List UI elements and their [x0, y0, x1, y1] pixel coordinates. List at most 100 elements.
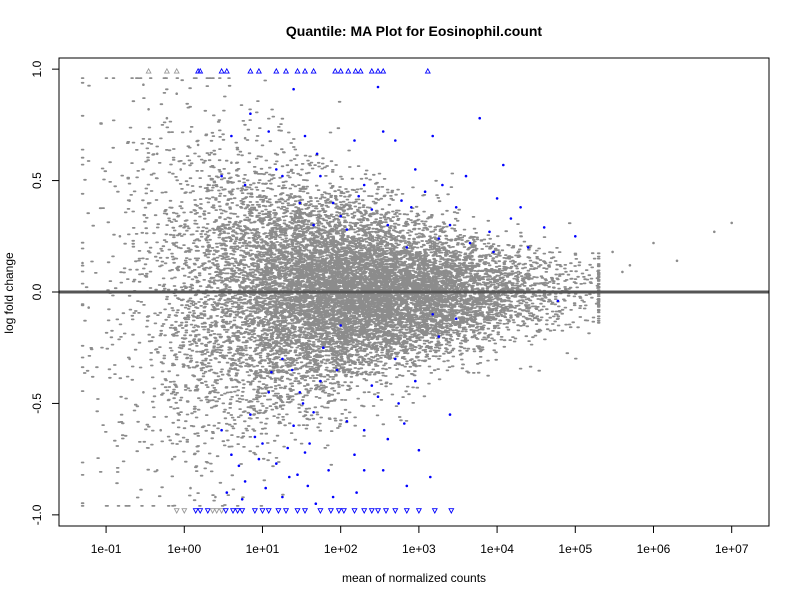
significant-point: [220, 428, 223, 432]
significant-point: [403, 422, 406, 425]
gray-point: [652, 241, 655, 245]
capped-down-point: [229, 508, 237, 514]
capped-down-point: [382, 508, 390, 514]
significant-point: [281, 357, 284, 361]
significant-point: [335, 368, 339, 372]
significant-point: [488, 230, 491, 234]
significant-point: [345, 420, 349, 423]
significant-point: [448, 223, 452, 227]
capped-up-point: [173, 67, 180, 74]
significant-point: [312, 223, 315, 227]
significant-point: [423, 190, 427, 193]
significant-point: [308, 442, 311, 445]
x-tick-label: 1e+05: [558, 542, 592, 556]
capped-up-point: [357, 67, 364, 74]
capped-down-point: [265, 508, 272, 514]
significant-point: [322, 346, 325, 350]
significant-point: [270, 370, 273, 374]
significant-point: [267, 130, 271, 133]
significant-point: [327, 469, 330, 472]
significant-point: [319, 379, 322, 383]
significant-point: [410, 206, 413, 209]
capped-down-point: [317, 508, 324, 514]
significant-point: [312, 411, 315, 414]
capped-down-point: [282, 508, 290, 514]
nonsignificant-points-cloud: [80, 77, 601, 507]
significant-point: [397, 402, 400, 405]
capped-down-point: [368, 508, 375, 514]
capped-down-point: [218, 508, 225, 514]
significant-point: [386, 223, 390, 227]
capped-down-point: [351, 508, 358, 514]
gray-point: [189, 486, 192, 490]
capped-down-point: [173, 508, 180, 514]
y-axis: 1.0 0.5 0.0 -0.5 -1.0: [30, 60, 59, 525]
capped-down-point: [392, 508, 399, 514]
significant-point: [519, 206, 522, 209]
significant-point: [243, 480, 247, 483]
significant-point: [345, 228, 349, 231]
capped-down-point: [361, 508, 368, 514]
significant-point: [362, 469, 366, 472]
significant-point: [220, 174, 223, 178]
y-tick-label: 0.5: [30, 172, 44, 189]
capped-up-point: [255, 67, 262, 74]
capped-up-point: [197, 67, 204, 74]
capped-down-point: [294, 508, 301, 514]
capped-down-point: [259, 508, 266, 514]
significant-point: [414, 168, 417, 171]
significant-point: [381, 469, 385, 472]
gray-point: [165, 212, 169, 216]
significant-point: [556, 299, 560, 303]
capped-up-point: [223, 67, 230, 74]
significant-point: [339, 324, 343, 327]
significant-point: [249, 112, 252, 115]
significant-point: [437, 335, 441, 338]
gray-point: [165, 116, 169, 120]
significant-point: [454, 317, 458, 321]
significant-point: [381, 130, 385, 133]
capped-down-point: [275, 508, 282, 514]
gray-point: [621, 270, 624, 274]
significant-point: [353, 139, 356, 142]
gray-point: [128, 199, 131, 202]
significant-point: [331, 495, 335, 499]
gray-point: [675, 259, 679, 263]
significant-point: [267, 391, 271, 394]
x-axis-title: mean of normalized counts: [342, 571, 486, 585]
significant-point: [431, 313, 435, 316]
x-tick-label: 1e+02: [324, 542, 358, 556]
capped-up-point: [368, 67, 375, 74]
gray-point: [196, 143, 200, 147]
significant-point: [542, 226, 546, 229]
capped-up-point: [294, 67, 301, 74]
capped-up-point: [218, 67, 225, 74]
gray-point: [128, 357, 131, 361]
significant-point: [275, 168, 278, 171]
significant-point: [314, 502, 318, 506]
capped-down-point: [181, 508, 188, 514]
significant-point: [405, 484, 409, 488]
x-tick-label: 1e+01: [246, 542, 280, 556]
y-axis-title: log fold change: [2, 252, 16, 334]
gray-point: [142, 391, 145, 394]
significant-point: [253, 435, 257, 439]
data-points: [81, 67, 733, 514]
capped-up-point: [332, 67, 339, 74]
y-tick-label: -0.5: [30, 393, 44, 414]
capped-down-point: [374, 508, 382, 514]
gray-point: [118, 235, 122, 238]
significant-point: [376, 395, 380, 399]
significant-point: [292, 87, 295, 91]
significant-point: [405, 246, 409, 249]
gray-point: [155, 152, 159, 156]
capped-down-point: [403, 508, 410, 514]
gray-point: [81, 261, 84, 265]
significant-point: [394, 139, 397, 142]
capped-down-point: [213, 508, 220, 514]
significant-point: [441, 183, 444, 187]
gray-point: [230, 161, 233, 164]
significant-point: [370, 384, 374, 387]
significant-point: [281, 495, 284, 499]
